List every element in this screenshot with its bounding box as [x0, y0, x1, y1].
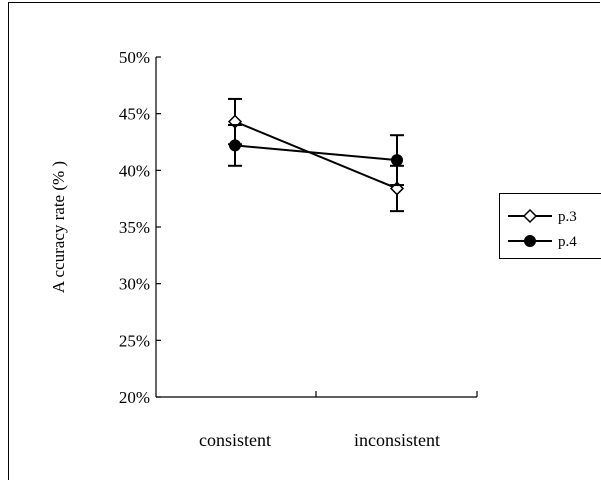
series-line [234, 144, 398, 162]
y-tick-label: 20% [119, 388, 150, 407]
legend-item-p.3: p.3 [508, 208, 577, 225]
axes [155, 57, 478, 398]
y-ticks: 20% 25% 30% 35% 40% 45% 50% [119, 48, 161, 407]
y-tick-label: 45% [119, 105, 150, 124]
legend-items: p.3 p.4 [508, 208, 577, 250]
series-p.4 [228, 124, 404, 187]
y-tick-label: 30% [119, 275, 150, 294]
x-category-label: consistent [199, 430, 271, 450]
legend: p.3 p.4 [499, 193, 601, 259]
y-axis-title: A ccuracy rate (% ) [49, 161, 68, 293]
x-category-label: inconsistent [354, 430, 440, 450]
y-tick-label: 25% [119, 331, 150, 350]
chart-frame [8, 2, 600, 480]
series-p.3 [227, 97, 405, 213]
data-point [391, 154, 403, 167]
y-tick-label: 50% [119, 48, 150, 67]
legend-label: p.3 [558, 209, 577, 225]
legend-label: p.4 [558, 234, 577, 250]
y-tick-label: 40% [119, 161, 150, 180]
x-categories: consistent inconsistent [199, 430, 440, 450]
series-line [234, 120, 398, 190]
data-point [229, 139, 241, 152]
legend-item-p.4: p.4 [508, 234, 577, 250]
diamond-icon [522, 208, 538, 224]
circle-icon [524, 235, 536, 247]
y-tick-label: 35% [119, 218, 150, 237]
series-layer [227, 97, 405, 213]
